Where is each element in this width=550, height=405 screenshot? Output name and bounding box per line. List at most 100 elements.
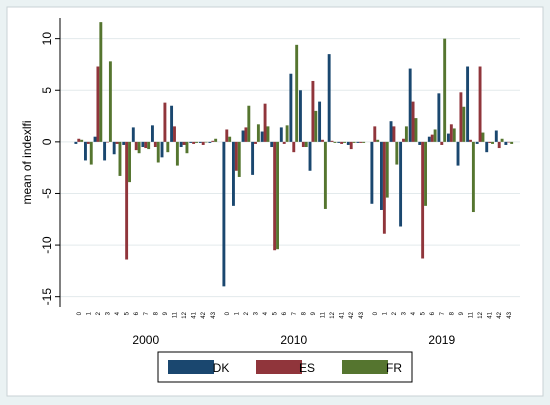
bar-dk-2010-12 (327, 54, 331, 142)
bar-fr-2000-0 (80, 139, 84, 142)
category-tick-label: 12 (330, 311, 336, 318)
legend-label-dk: DK (213, 361, 230, 375)
bar-dk-2019-1 (380, 141, 383, 210)
bar-fr-2000-1 (89, 141, 93, 165)
category-tick-label: 1 (86, 311, 92, 315)
bar-fr-2019-6 (433, 129, 437, 142)
bar-fr-2000-9 (166, 141, 170, 153)
bar-dk-2000-43 (208, 141, 212, 143)
bar-es-2000-4 (115, 141, 119, 144)
y-tick-label: -5 (40, 188, 54, 199)
category-tick-label: 11 (468, 311, 474, 318)
bar-dk-2010-0 (222, 141, 226, 287)
bar-es-2010-43 (359, 141, 363, 143)
bar-dk-2010-11 (318, 101, 322, 142)
bar-es-2019-3 (402, 138, 405, 142)
y-tick-label: -10 (40, 236, 54, 254)
bar-dk-2019-5 (418, 141, 422, 145)
bar-es-2000-9 (163, 102, 167, 142)
bar-dk-2010-3 (251, 141, 255, 175)
category-tick-label: 4 (263, 311, 269, 315)
bar-fr-2010-0 (228, 136, 232, 142)
bar-dk-2000-42 (198, 141, 202, 143)
category-tick-label: 11 (320, 311, 326, 318)
bar-dk-2019-7 (437, 93, 441, 142)
bar-es-2010-9 (311, 80, 315, 142)
bar-es-2000-3 (106, 141, 109, 143)
bar-fr-2010-8 (304, 141, 308, 148)
bar-fr-2010-11 (323, 141, 327, 209)
bar-fr-2000-5 (128, 141, 131, 183)
bar-es-2010-5 (273, 141, 277, 251)
bar-es-2010-12 (330, 140, 334, 142)
category-tick-label: 6 (134, 311, 140, 315)
category-tick-label: 1 (382, 311, 388, 315)
bar-fr-2019-11 (471, 141, 475, 213)
bar-dk-2000-12 (179, 141, 183, 148)
bar-es-2000-1 (86, 141, 90, 144)
category-tick-label: 9 (311, 311, 317, 315)
bar-es-2000-43 (211, 140, 215, 142)
category-tick-label: 41 (488, 311, 494, 318)
legend-swatch-dk (168, 360, 214, 374)
category-tick-label: 0 (373, 311, 379, 315)
bar-fr-2010-7 (295, 44, 299, 142)
bar-fr-2019-12 (481, 132, 485, 142)
bar-dk-2019-11 (466, 66, 470, 142)
bar-fr-2019-43 (510, 141, 514, 144)
bar-dk-2010-6 (279, 127, 283, 142)
bar-fr-2000-4 (118, 141, 122, 176)
bar-es-2010-8 (301, 141, 305, 148)
bar-fr-2000-42 (204, 141, 208, 143)
bar-fr-2010-1 (237, 141, 241, 177)
category-tick-label: 6 (430, 311, 436, 315)
bar-fr-2019-5 (424, 141, 427, 206)
bar-fr-2010-9 (314, 110, 318, 142)
bar-es-2000-8 (153, 141, 157, 148)
bar-es-2019-4 (411, 101, 415, 142)
category-tick-label: 1 (234, 311, 240, 315)
category-tick-label: 4 (411, 311, 417, 315)
bar-fr-2010-6 (285, 125, 289, 142)
bar-fr-2010-41 (343, 141, 346, 143)
bar-dk-2000-5 (122, 141, 126, 145)
group-label-2019: 2019 (428, 333, 455, 347)
bar-es-2000-0 (77, 138, 81, 142)
bar-dk-2010-7 (289, 73, 293, 142)
category-tick-label: 11 (172, 311, 178, 318)
bar-fr-2010-2 (247, 105, 251, 142)
category-tick-label: 41 (192, 311, 198, 318)
bar-dk-2000-11 (170, 105, 174, 142)
bar-fr-2019-8 (452, 128, 456, 142)
bar-es-2019-1 (382, 141, 386, 234)
bar-es-2019-43 (507, 141, 511, 143)
bar-dk-2010-4 (260, 131, 264, 142)
bar-es-2019-0 (373, 126, 377, 142)
bar-fr-2019-4 (414, 118, 418, 142)
bar-es-2019-41 (488, 141, 492, 143)
bar-es-2000-11 (173, 126, 176, 142)
bar-fr-2019-2 (395, 141, 399, 165)
category-tick-label: 9 (163, 311, 169, 315)
bar-dk-2019-8 (446, 133, 450, 142)
bar-dk-2010-42 (346, 141, 350, 145)
bar-dk-2019-42 (494, 130, 498, 142)
bar-dk-2000-6 (131, 127, 135, 142)
category-tick-label: 5 (421, 311, 427, 315)
category-tick-label: 8 (449, 311, 455, 315)
bar-es-2010-6 (282, 141, 286, 144)
bar-dk-2000-9 (160, 141, 164, 158)
bar-es-2010-3 (254, 141, 257, 144)
category-tick-label: 6 (282, 311, 288, 315)
bar-dk-2019-43 (504, 141, 508, 145)
bar-es-2010-2 (244, 127, 248, 142)
bar-fr-2010-4 (266, 126, 270, 142)
category-tick-label: 42 (201, 311, 207, 318)
category-tick-label: 9 (459, 311, 465, 315)
bar-dk-2000-8 (150, 125, 154, 142)
legend-label-es: ES (299, 361, 315, 375)
legend-swatch-es (256, 360, 302, 374)
bar-es-2019-11 (469, 139, 472, 142)
bar-dk-2010-1 (232, 141, 235, 206)
